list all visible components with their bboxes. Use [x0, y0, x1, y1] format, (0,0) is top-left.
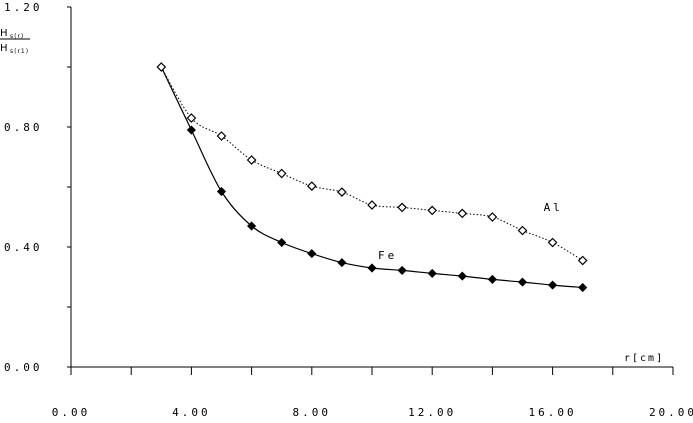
data-point-al [577, 255, 588, 266]
series-line-al [160, 66, 583, 261]
y-axis-label: H s(r) H s(r1) [0, 28, 30, 55]
y-label-numerator-sub: s(r) [10, 33, 24, 40]
y-tick-label: 1.20 [4, 1, 43, 14]
data-point-fe [277, 237, 287, 248]
y-axis-ticks: 0.00 0.40 0.80 1.20 [4, 1, 71, 374]
x-tick-label: 0.00 [52, 406, 91, 419]
y-label-numerator: H [0, 28, 8, 39]
x-axis-ticks: 0.00 4.00 8.00 12.00 16.00 20.00 [52, 367, 693, 419]
series-line-fe [160, 66, 583, 289]
data-point-fe [337, 258, 347, 268]
x-tick-label: 4.00 [172, 406, 211, 419]
data-point-al [427, 205, 438, 216]
data-point-fe [307, 249, 317, 259]
data-point-al [397, 202, 407, 213]
data-point-al [156, 62, 167, 72]
x-tick-label: 20.00 [649, 406, 693, 419]
x-tick-label: 16.00 [529, 406, 577, 419]
y-tick-label: 0.80 [4, 121, 43, 134]
data-point-al [337, 187, 347, 197]
data-point-fe [186, 125, 196, 135]
data-point-al [547, 237, 558, 248]
data-point-al [186, 113, 197, 123]
series-al [156, 62, 588, 266]
data-point-al [306, 181, 317, 191]
data-point-al [487, 212, 498, 222]
x-tick-label: 12.00 [408, 406, 456, 419]
y-label-denominator-sub: s(r1) [10, 48, 29, 55]
data-point-al [276, 168, 287, 179]
x-axis-label: r[cm] [624, 353, 664, 364]
y-tick-label: 0.40 [4, 241, 43, 254]
y-label-denominator: H [0, 43, 8, 54]
data-point-fe [247, 221, 257, 231]
data-point-al [216, 131, 227, 141]
annotation-layer: Al Fe [378, 201, 563, 262]
series-label-al: Al [544, 201, 563, 214]
data-point-fe [487, 274, 497, 284]
data-point-fe [216, 186, 227, 197]
data-point-fe [427, 268, 437, 278]
data-point-fe [397, 265, 407, 275]
x-tick-label: 8.00 [293, 406, 332, 419]
data-point-fe [457, 271, 467, 281]
series-fe [156, 62, 588, 293]
data-point-al [457, 208, 468, 219]
axes [70, 7, 673, 368]
data-point-fe [548, 280, 558, 290]
series-label-fe: Fe [378, 249, 397, 262]
data-point-al [517, 225, 528, 236]
data-point-al [367, 200, 377, 210]
data-point-fe [517, 277, 528, 287]
data-point-al [246, 155, 257, 165]
data-point-fe [367, 263, 377, 273]
data-point-fe [578, 282, 588, 293]
y-tick-label: 0.00 [4, 361, 43, 374]
series-layer [156, 62, 588, 293]
